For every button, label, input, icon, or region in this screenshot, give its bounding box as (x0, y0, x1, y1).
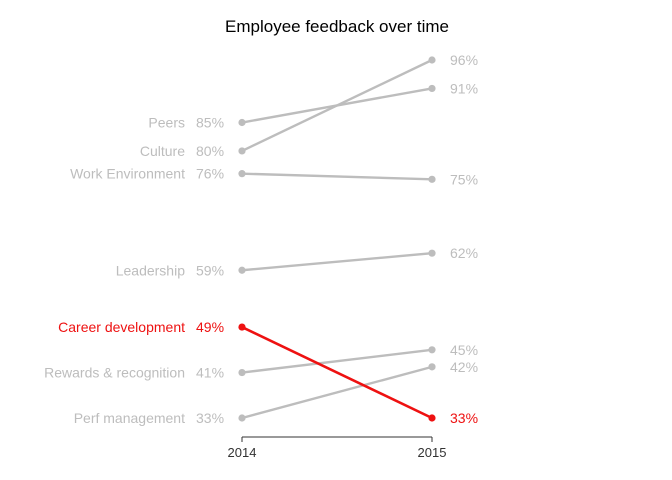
series-line-leadership (241, 252, 433, 272)
series-name-work-environment: Work Environment (70, 166, 185, 182)
series-name-culture: Culture (140, 143, 185, 159)
series-name-perf-management: Perf management (74, 410, 185, 426)
series-line-perf-management (241, 365, 433, 420)
point-peers-2015 (428, 84, 436, 93)
point-career-development-2015 (428, 414, 436, 422)
point-perf-management-2014 (238, 414, 246, 422)
series-labels: Peers 85% 91% Culture 80% 96% Work Environment… (44, 52, 478, 426)
value-label-leadership-2015: 62% (450, 245, 478, 261)
value-label-rewards-recognition-2014: 41% (196, 365, 224, 381)
point-work-environment-2014 (238, 170, 246, 178)
point-career-development-2014 (238, 323, 246, 331)
value-label-peers-2015: 91% (450, 80, 478, 96)
point-work-environment-2015 (428, 175, 436, 183)
series-name-career-development: Career development (58, 319, 185, 335)
series-name-leadership: Leadership (116, 262, 185, 278)
series-line-work-environment (241, 172, 433, 181)
value-label-culture-2015: 96% (450, 52, 478, 68)
x-tick-label-2014: 2014 (228, 445, 257, 460)
point-culture-2015 (428, 56, 436, 64)
value-label-leadership-2014: 59% (196, 262, 224, 278)
value-label-work-environment-2014: 76% (196, 166, 224, 182)
chart-title: Employee feedback over time (225, 17, 449, 36)
value-label-work-environment-2015: 75% (450, 171, 478, 187)
value-label-career-development-2014: 49% (196, 319, 224, 335)
x-tick-label-2015: 2015 (418, 445, 447, 460)
point-rewards-recognition-2015 (428, 346, 436, 354)
point-culture-2014 (238, 147, 246, 155)
x-axis: 2014 2015 (228, 436, 447, 460)
point-leadership-2014 (238, 266, 246, 274)
value-label-culture-2014: 80% (196, 143, 224, 159)
series-line-career-development (241, 325, 433, 420)
value-label-peers-2014: 85% (196, 115, 224, 131)
point-leadership-2015 (428, 249, 436, 257)
series-name-rewards-recognition: Rewards & recognition (44, 365, 185, 381)
point-peers-2014 (238, 118, 246, 127)
value-label-rewards-recognition-2015: 45% (450, 342, 478, 358)
point-rewards-recognition-2014 (238, 368, 246, 377)
series-line-rewards-recognition (241, 348, 433, 374)
series-marks (238, 56, 436, 422)
point-perf-management-2015 (428, 363, 436, 371)
value-label-career-development-2015: 33% (450, 410, 478, 426)
value-label-perf-management-2015: 42% (450, 359, 478, 375)
series-line-culture (241, 58, 433, 153)
value-label-perf-management-2014: 33% (196, 410, 224, 426)
series-name-peers: Peers (148, 115, 185, 131)
